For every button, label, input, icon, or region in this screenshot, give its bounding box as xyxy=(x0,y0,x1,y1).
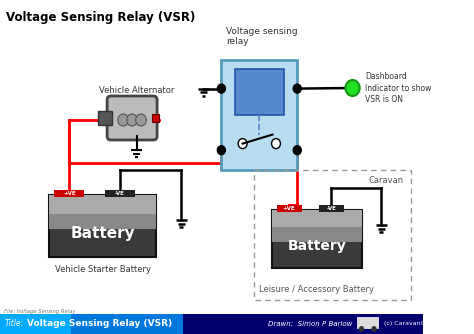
Bar xyxy=(319,205,344,212)
Text: Voltage Sensing Relay (VSR): Voltage Sensing Relay (VSR) xyxy=(27,320,172,329)
Bar xyxy=(0,314,72,334)
Bar xyxy=(235,69,283,115)
Circle shape xyxy=(272,139,281,149)
Text: Caravan: Caravan xyxy=(368,175,403,184)
Circle shape xyxy=(238,139,247,149)
Text: Dashboard
Indicator to show
VSR is ON: Dashboard Indicator to show VSR is ON xyxy=(365,72,431,104)
Bar xyxy=(49,195,156,214)
Circle shape xyxy=(293,146,301,155)
Text: Voltage Sensing Relay (VSR): Voltage Sensing Relay (VSR) xyxy=(6,11,196,24)
Text: +VE: +VE xyxy=(283,206,295,211)
Text: Leisure / Accessory Battery: Leisure / Accessory Battery xyxy=(259,286,374,295)
Bar xyxy=(49,195,156,257)
Circle shape xyxy=(218,84,225,93)
Circle shape xyxy=(359,326,364,332)
Bar xyxy=(272,210,362,268)
Text: Vehicle Alternator: Vehicle Alternator xyxy=(99,86,174,95)
Text: -VE: -VE xyxy=(326,206,336,211)
Bar xyxy=(0,314,183,334)
Circle shape xyxy=(127,114,137,126)
Bar xyxy=(221,60,297,170)
Bar xyxy=(277,205,302,212)
Text: Battery: Battery xyxy=(70,226,135,241)
Circle shape xyxy=(346,80,360,96)
Text: Title:: Title: xyxy=(4,320,24,329)
Bar xyxy=(0,314,423,334)
Bar xyxy=(105,190,135,197)
Bar xyxy=(98,111,112,125)
Bar xyxy=(152,114,159,122)
Text: Vehicle Starter Battery: Vehicle Starter Battery xyxy=(55,266,151,275)
Text: (c) CaravanChronicles.com: (c) CaravanChronicles.com xyxy=(384,322,469,327)
Text: +VE: +VE xyxy=(63,191,76,196)
Bar xyxy=(272,210,362,242)
Bar xyxy=(55,190,84,197)
FancyBboxPatch shape xyxy=(107,96,157,140)
Text: -VE: -VE xyxy=(115,191,125,196)
Circle shape xyxy=(293,84,301,93)
Circle shape xyxy=(136,114,146,126)
Circle shape xyxy=(118,114,128,126)
Text: Drawn:  Simon P Barlow: Drawn: Simon P Barlow xyxy=(268,321,352,327)
Bar xyxy=(49,195,156,229)
Circle shape xyxy=(218,146,225,155)
Text: Voltage sensing
relay: Voltage sensing relay xyxy=(226,27,298,46)
Circle shape xyxy=(371,326,377,332)
Bar xyxy=(272,210,362,227)
Text: Battery: Battery xyxy=(288,239,346,253)
Bar xyxy=(255,170,410,300)
Text: File: Voltage Sensing Relay: File: Voltage Sensing Relay xyxy=(4,309,76,314)
Bar xyxy=(357,317,378,328)
